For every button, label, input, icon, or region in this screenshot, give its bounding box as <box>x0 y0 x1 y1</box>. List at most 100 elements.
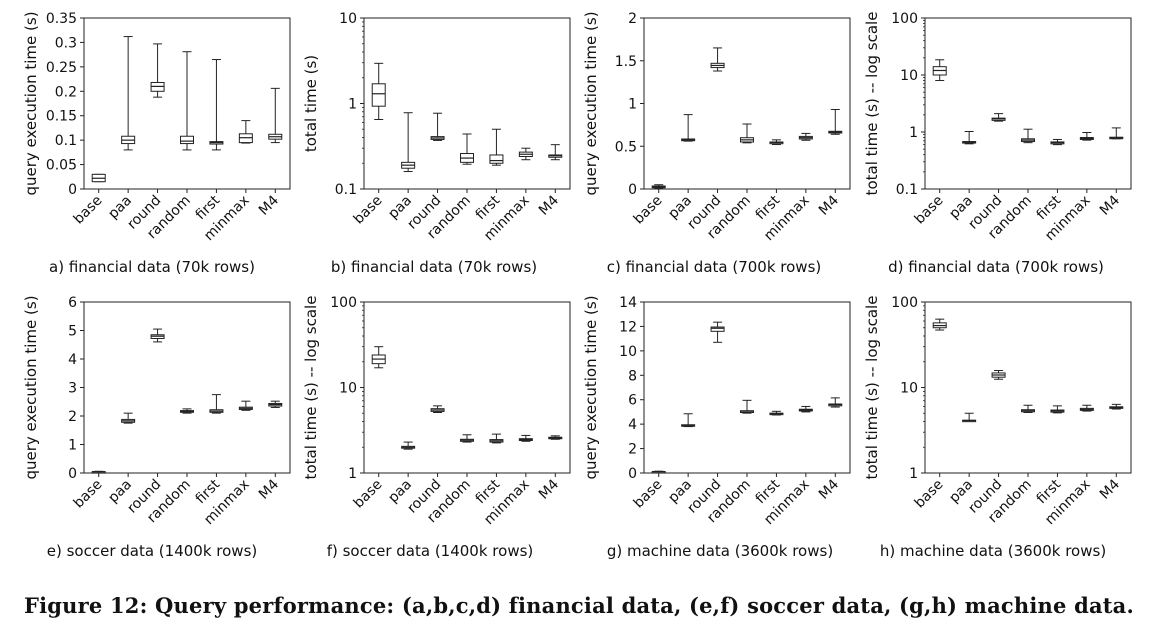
x-tick-label-m4: M4 <box>1097 476 1123 502</box>
y-tick-label: 1 <box>909 125 918 141</box>
box-round <box>150 328 165 343</box>
panel-title: b) financial data (70k rows) <box>331 258 537 276</box>
box-base <box>91 470 106 474</box>
iqr-box <box>180 135 194 145</box>
panel-title: a) financial data (70k rows) <box>49 258 255 276</box>
x-tick-label-m4: M4 <box>816 192 842 218</box>
box-random <box>1021 404 1035 414</box>
box-m4 <box>1109 403 1124 410</box>
box-first <box>1050 405 1065 414</box>
box-random <box>180 51 194 151</box>
box-paa <box>681 413 696 428</box>
y-tick-label: 0.1 <box>55 133 77 149</box>
box-paa <box>121 412 136 424</box>
y-tick-label: 10 <box>900 381 918 397</box>
y-tick-label: 4 <box>68 352 77 368</box>
x-tick-label-m4: M4 <box>256 476 282 502</box>
y-tick-label: 1 <box>348 466 357 482</box>
box-minmax <box>238 400 253 411</box>
y-tick-label: 1 <box>628 97 637 113</box>
box-round <box>430 112 445 141</box>
box-paa <box>681 114 696 142</box>
y-tick-label: 2 <box>628 11 637 27</box>
box-round <box>710 47 725 72</box>
box-first <box>769 410 784 416</box>
box-first <box>1050 138 1065 146</box>
box-round <box>991 370 1006 380</box>
y-tick-label: 0.3 <box>55 35 77 51</box>
box-first <box>489 433 504 444</box>
box-base <box>651 184 666 189</box>
box-round <box>710 321 725 343</box>
y-tick-label: 0.5 <box>615 139 637 155</box>
y-tick-label: 0.1 <box>335 182 357 198</box>
panel-title: h) machine data (3600k rows) <box>880 542 1106 560</box>
y-tick-label: 0 <box>628 182 637 198</box>
box-random <box>460 133 474 165</box>
y-tick-label: 5 <box>68 324 77 340</box>
figure-caption: Figure 12: Query performance: (a,b,c,d) … <box>24 593 1134 618</box>
box-first <box>769 139 784 146</box>
y-tick-label: 4 <box>628 417 637 433</box>
box-minmax <box>238 120 253 144</box>
y-tick-label: 3 <box>68 381 77 397</box>
y-tick-label: 0.05 <box>46 158 77 174</box>
y-tick-label: 1.5 <box>615 54 637 70</box>
y-tick-label: 10 <box>619 344 637 360</box>
box-m4 <box>828 108 843 135</box>
box-m4 <box>268 87 283 144</box>
box-base <box>91 173 106 183</box>
y-axis-label: query execution time (s) <box>22 11 40 195</box>
x-tick-label-m4: M4 <box>536 476 562 502</box>
y-tick-label: 100 <box>891 295 918 311</box>
panel-title: c) financial data (700k rows) <box>607 258 822 276</box>
plot-frame <box>924 17 1132 190</box>
y-tick-label: 14 <box>619 295 637 311</box>
iqr-box <box>489 154 504 164</box>
y-axis-label: total time (s) -- log scale <box>302 296 320 480</box>
x-tick-label-m4: M4 <box>536 192 562 218</box>
y-tick-label: 0.2 <box>55 84 77 100</box>
box-paa <box>962 412 977 423</box>
plot-frame <box>643 17 851 190</box>
y-axis-label: query execution time (s) <box>582 11 600 195</box>
box-paa <box>401 112 416 173</box>
panel-a: 0 0.05 0.1 0.15 0.2 0.25 0.3 0.35 query executio… <box>22 11 291 276</box>
plot-frame <box>924 301 1132 474</box>
panel-title: d) financial data (700k rows) <box>888 258 1104 276</box>
plot-frame <box>643 301 851 474</box>
box-random <box>740 399 754 414</box>
y-tick-label: 100 <box>330 295 357 311</box>
y-tick-label: 0 <box>68 182 77 198</box>
y-tick-label: 6 <box>68 295 77 311</box>
box-m4 <box>828 397 843 408</box>
y-tick-label: 0.1 <box>896 182 918 198</box>
box-base <box>371 62 386 120</box>
box-m4 <box>548 435 563 440</box>
y-axis-label: total time (s) -- log scale <box>863 12 881 196</box>
box-round <box>150 43 165 98</box>
box-random <box>180 408 194 414</box>
x-tick-label-m4: M4 <box>256 192 282 218</box>
y-tick-label: 10 <box>339 381 357 397</box>
y-tick-label: 0.25 <box>46 60 77 76</box>
box-minmax <box>518 434 533 442</box>
y-tick-label: 1 <box>68 438 77 454</box>
box-base <box>651 470 666 474</box>
plot-frame <box>363 301 571 474</box>
y-tick-label: 2 <box>68 409 77 425</box>
box-first <box>209 394 224 414</box>
box-base <box>932 318 947 331</box>
y-tick-label: 0.15 <box>46 109 77 125</box>
y-tick-label: 100 <box>891 11 918 27</box>
panel-title: e) soccer data (1400k rows) <box>47 542 257 560</box>
box-m4 <box>548 144 563 161</box>
box-minmax <box>1079 404 1094 412</box>
y-tick-label: 8 <box>628 368 637 384</box>
box-minmax <box>798 132 813 141</box>
